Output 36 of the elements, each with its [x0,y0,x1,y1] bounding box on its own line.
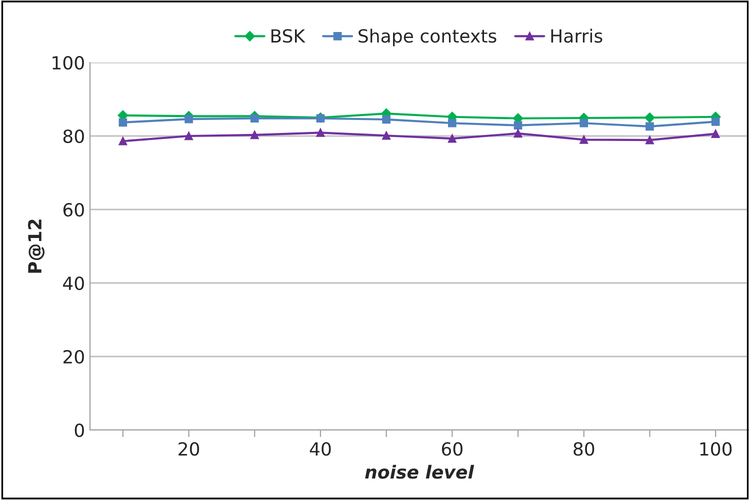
y-tick-label: 60 [63,202,84,217]
y-tick-label: 100 [52,56,84,70]
point [250,130,259,140]
point [448,134,456,143]
y-tick-label: 80 [63,129,84,144]
point [580,136,588,144]
legend-label: Shape contexts [358,28,496,46]
x-tick-label: 100 [700,442,732,456]
point [514,129,522,138]
point [711,130,720,138]
point [382,115,390,124]
point [514,121,522,130]
point [644,112,655,123]
y-tick-label: 20 [63,350,84,364]
point [580,118,588,128]
point [316,128,325,137]
point [184,114,193,124]
y-tick-label: 40 [63,276,84,290]
point [118,136,128,146]
x-axis-title: noise level [365,464,474,479]
point [250,114,259,123]
y-tick-label: 0 [74,423,84,438]
y-axis-title: P@12 [28,220,45,273]
x-tick-label: 80 [574,442,594,456]
point [646,136,654,144]
x-tick-label: 20 [178,442,200,456]
legend-label: BSK [271,29,306,43]
point [448,118,456,128]
point [711,118,720,126]
point [646,122,654,131]
point [184,132,193,140]
point [118,118,128,127]
legend-label: Harris [551,28,602,43]
point [382,131,390,140]
x-tick-label: 40 [310,442,331,456]
x-tick-label: 60 [442,442,462,456]
